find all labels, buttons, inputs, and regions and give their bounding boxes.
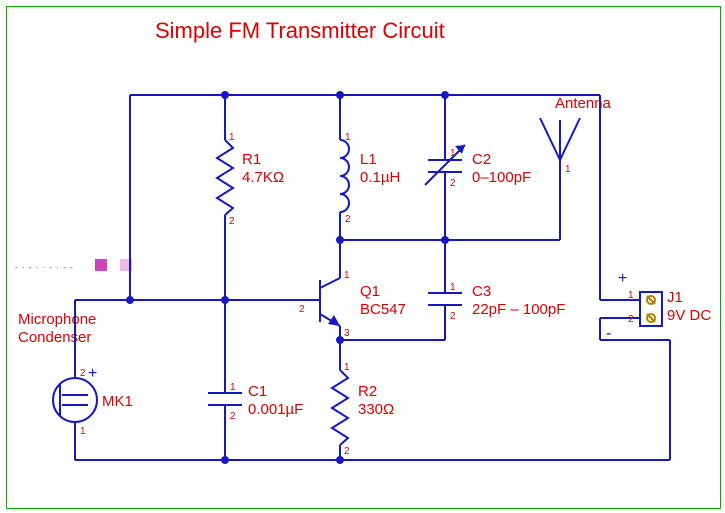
node [221,91,229,99]
circuit-svg: Simple FM Transmitter Circuit 1 2 R1 4.7… [0,0,725,513]
r1-ref: R1 [242,151,261,168]
r2-val: 330Ω [358,401,394,418]
mk1-ref: MK1 [102,393,133,410]
c3-val: 22pF – 100pF [472,301,565,318]
r1-val: 4.7KΩ [242,169,284,186]
c1-val: 0.001µF [248,401,303,418]
c2-pin2: 2 [450,178,456,189]
node [441,91,449,99]
q1-pin-c: 1 [344,270,350,281]
node [221,296,229,304]
c1-pin2: 2 [230,411,236,422]
l1-pin2: 2 [345,214,351,225]
c3-ref: C3 [472,283,491,300]
dc-jack-j1 [640,292,662,326]
c3-pin2: 2 [450,311,456,322]
node [336,456,344,464]
node [336,336,344,344]
node [336,236,344,244]
q1-pin-b: 2 [299,304,305,315]
c3-pin1: 1 [450,282,456,293]
q1-ref: Q1 [360,283,380,300]
r2-ref: R2 [358,383,377,400]
j1-minus: - [606,325,611,342]
l1-val: 0.1µH [360,169,400,186]
l1-ref: L1 [360,151,377,168]
j1-pin2: 2 [628,314,634,325]
node [441,236,449,244]
j1-val: 9V DC [667,307,711,324]
mk1-plus: + [88,365,97,382]
ant-pin: 1 [565,164,571,175]
microphone-mk1 [53,378,97,422]
c2-val: 0–100pF [472,169,531,186]
r2-pin1: 1 [344,362,350,373]
r1-pin1: 1 [229,132,235,143]
j1-pin1: 1 [628,290,634,301]
j1-ref: J1 [667,289,683,306]
j1-plus: + [618,270,627,287]
antenna-icon [540,118,580,160]
node [221,456,229,464]
mk1-pin2: 2 [80,368,86,379]
r1-pin2: 2 [229,216,235,227]
diagram-title: Simple FM Transmitter Circuit [155,18,445,43]
c1-pin1: 1 [230,382,236,393]
mic-label-2: Condenser [18,329,91,346]
q1-pin-e: 3 [344,328,350,339]
inductor-l1 [340,140,349,212]
c2-pin1: 1 [450,148,456,159]
resistor-r2 [332,370,348,445]
c2-ref: C2 [472,151,491,168]
antenna-label: Antenna [555,95,612,112]
r2-pin2: 2 [344,446,350,457]
node [336,91,344,99]
c1-ref: C1 [248,383,267,400]
transistor-q1 [305,278,340,326]
l1-pin1: 1 [345,132,351,143]
mk1-pin1: 1 [80,426,86,437]
q1-val: BC547 [360,301,406,318]
node [126,296,134,304]
resistor-r1 [217,140,233,215]
mic-label-1: Microphone [18,311,96,328]
